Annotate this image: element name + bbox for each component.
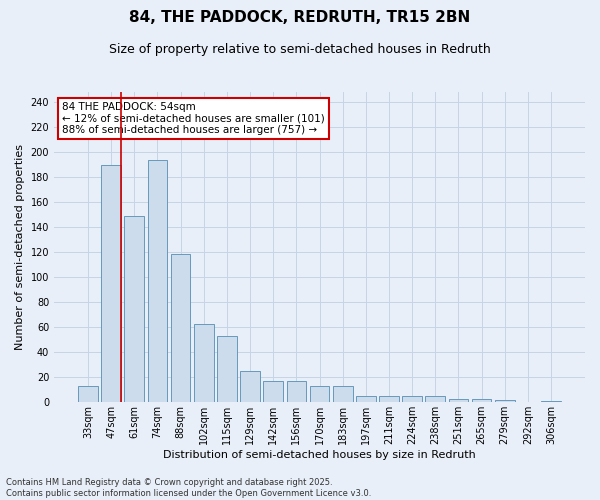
Bar — [217, 336, 237, 402]
Bar — [356, 396, 376, 402]
Bar — [379, 396, 399, 402]
Bar — [425, 396, 445, 402]
Bar — [263, 381, 283, 402]
Bar — [541, 401, 561, 402]
Bar — [495, 400, 515, 402]
Text: 84 THE PADDOCK: 54sqm
← 12% of semi-detached houses are smaller (101)
88% of sem: 84 THE PADDOCK: 54sqm ← 12% of semi-deta… — [62, 102, 325, 135]
Bar — [101, 165, 121, 402]
Bar — [472, 398, 491, 402]
Bar — [287, 381, 306, 402]
Bar — [171, 254, 190, 402]
Bar — [333, 386, 353, 402]
Bar — [194, 324, 214, 402]
Bar — [402, 396, 422, 402]
Bar — [449, 398, 468, 402]
Y-axis label: Number of semi-detached properties: Number of semi-detached properties — [15, 144, 25, 350]
Text: 84, THE PADDOCK, REDRUTH, TR15 2BN: 84, THE PADDOCK, REDRUTH, TR15 2BN — [130, 10, 470, 25]
Bar — [310, 386, 329, 402]
Bar — [124, 216, 144, 402]
Text: Contains HM Land Registry data © Crown copyright and database right 2025.
Contai: Contains HM Land Registry data © Crown c… — [6, 478, 371, 498]
Text: Size of property relative to semi-detached houses in Redruth: Size of property relative to semi-detach… — [109, 42, 491, 56]
Bar — [148, 160, 167, 402]
Bar — [78, 386, 98, 402]
Bar — [240, 371, 260, 402]
X-axis label: Distribution of semi-detached houses by size in Redruth: Distribution of semi-detached houses by … — [163, 450, 476, 460]
